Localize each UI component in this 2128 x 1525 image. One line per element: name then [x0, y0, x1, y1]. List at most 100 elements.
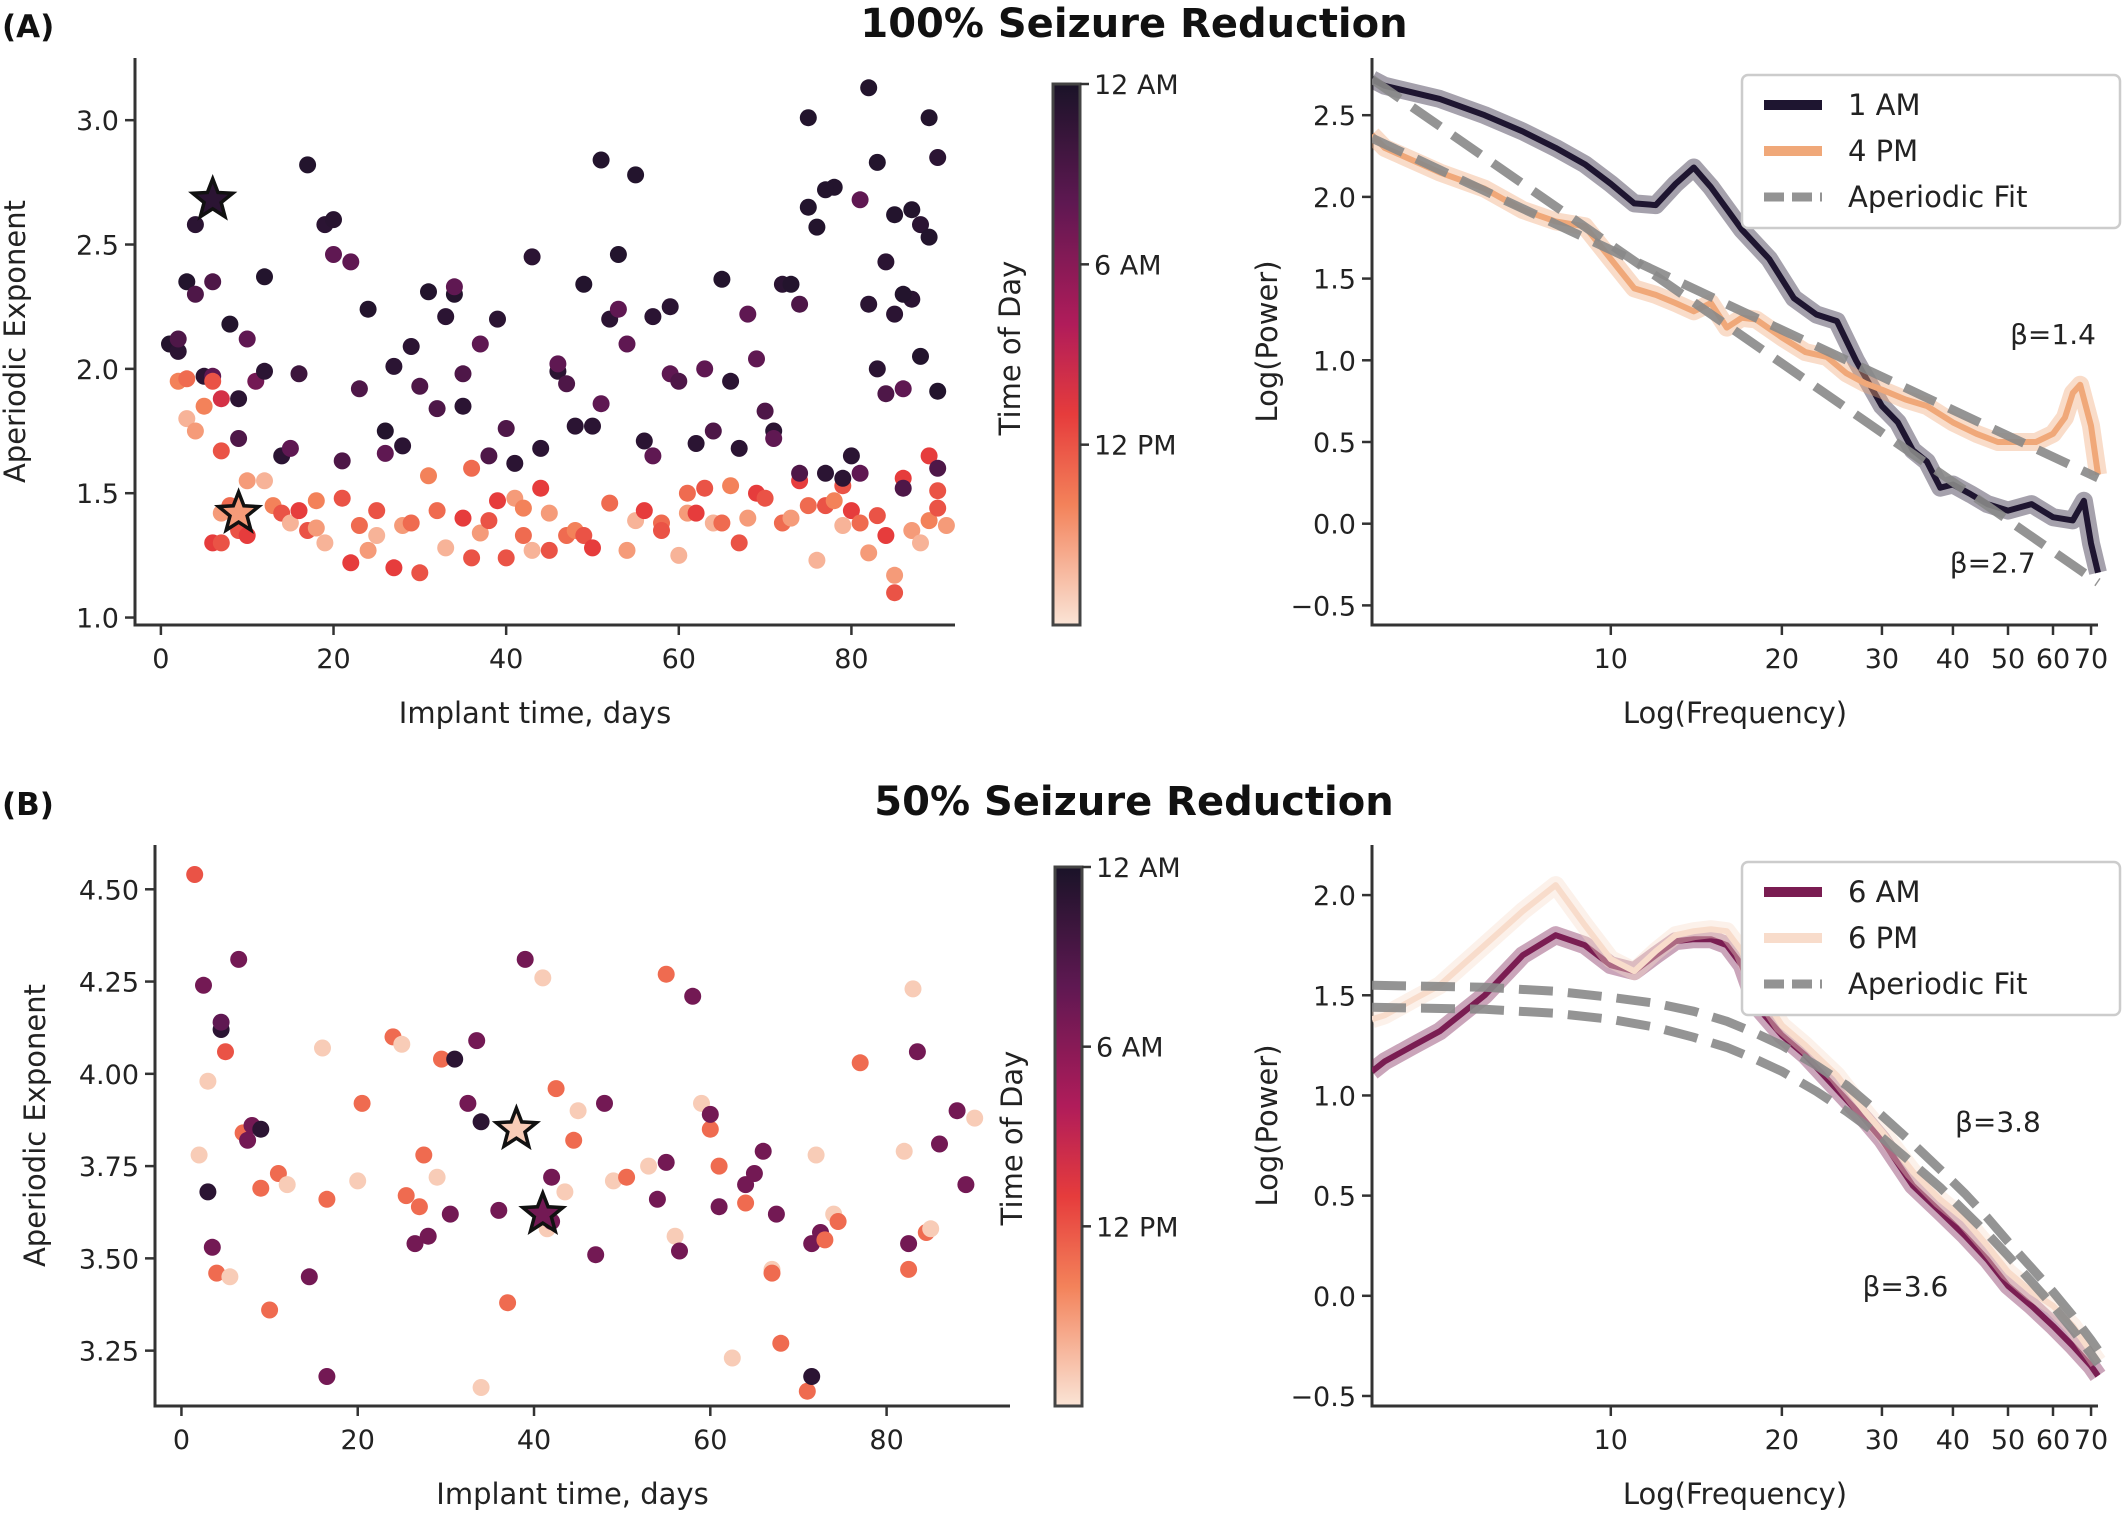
scatter-point [670, 372, 688, 390]
scatter-point [186, 285, 204, 303]
scatter-point [212, 442, 230, 460]
colorbar-label: Time of Day [995, 1051, 1029, 1227]
scatter-point [584, 417, 601, 435]
scatter-point [186, 422, 204, 440]
scatter-point [644, 308, 662, 326]
scatter-point [420, 467, 437, 485]
scatter-point [756, 489, 774, 507]
scatter-point [307, 519, 325, 537]
scatter-point [722, 372, 740, 390]
y-tick-label: 3.50 [79, 1244, 139, 1275]
scatter-point [290, 365, 308, 383]
scatter-point [701, 1105, 719, 1123]
scatter-point [648, 1190, 666, 1208]
scatter-point [410, 1198, 428, 1216]
scatter-point [169, 330, 187, 348]
scatter-point [886, 206, 904, 224]
scatter-point [333, 489, 351, 507]
scatter-point [920, 512, 938, 530]
scatter-point [411, 564, 429, 582]
scatter-point [877, 527, 895, 544]
scatter-point [489, 492, 506, 510]
scatter-point [353, 1094, 371, 1112]
x-tick-label: 30 [1865, 644, 1899, 675]
x-tick-label: 50 [1991, 644, 2025, 675]
aperiodic-fit-line [1372, 1002, 2102, 1367]
y-tick-label: 2.0 [1313, 881, 1356, 912]
scatter-point [912, 216, 929, 234]
scatter-point [463, 459, 481, 477]
highlight-star-marker [518, 1188, 568, 1236]
scatter-point [532, 479, 550, 497]
scatter-point [791, 295, 809, 313]
scatter-point [937, 517, 955, 534]
x-tick-label: 40 [1936, 1425, 1970, 1456]
scatter-point [256, 472, 273, 490]
colorbar-tick-label: 12 AM [1094, 70, 1179, 101]
scatter-point [678, 484, 696, 502]
scatter-point [349, 1172, 367, 1190]
x-tick-label: 40 [489, 644, 523, 675]
scatter-point [670, 546, 688, 564]
scatter-point [471, 524, 489, 542]
scatter-point [394, 437, 412, 455]
x-tick-label: 20 [316, 644, 350, 675]
scatter-point [569, 1102, 587, 1120]
scatter-point [385, 357, 403, 375]
scatter-point [190, 1146, 208, 1164]
scatter-point [710, 1198, 728, 1216]
colorbar-tick-label: 12 PM [1094, 431, 1177, 462]
scatter-point [834, 469, 852, 487]
colorbar-tick-label: 6 AM [1094, 250, 1162, 281]
scatter-point [687, 504, 705, 522]
scatter-point [402, 514, 420, 532]
scatter-point [868, 507, 886, 525]
scatter-point [868, 153, 886, 171]
x-tick-label: 60 [693, 1425, 727, 1456]
scatter-point [671, 1242, 688, 1260]
scatter-point [894, 380, 912, 398]
scatter-point [208, 1264, 226, 1282]
scatter-point [566, 417, 584, 435]
scatter-point [592, 395, 610, 413]
scatter-point [737, 1194, 755, 1212]
scatter-point [199, 1072, 217, 1090]
scatter-point [480, 512, 498, 530]
scatter-point [540, 541, 558, 559]
x-tick-label: 20 [1765, 644, 1799, 675]
scatter-point [860, 79, 878, 97]
scatter-point [704, 422, 722, 440]
scatter-point [851, 514, 869, 532]
chart-title: 100% Seizure Reduction [860, 1, 1407, 47]
scatter-point [722, 477, 740, 495]
scatter-point [966, 1109, 984, 1127]
x-tick-label: 40 [517, 1425, 551, 1456]
scatter-point [428, 400, 446, 418]
scatter-point [252, 1179, 270, 1197]
beta-annotation: β=2.7 [1950, 547, 2036, 580]
scatter-point [415, 1146, 433, 1164]
scatter-point [730, 439, 748, 457]
beta-annotation: β=1.4 [2010, 318, 2096, 351]
scatter-point [920, 447, 938, 465]
scatter-point [772, 1334, 790, 1352]
y-tick-label: 1.5 [1313, 265, 1356, 296]
scatter-point [730, 534, 748, 552]
scatter-point [203, 1238, 221, 1256]
axis-spines [133, 58, 955, 627]
y-tick-label: 0.0 [1313, 1282, 1356, 1313]
y-tick-label: 3.75 [79, 1152, 139, 1183]
scatter-point [514, 499, 532, 517]
colorbar [1053, 865, 1084, 1408]
y-tick-label: 3.25 [79, 1337, 139, 1368]
scatter-point [798, 1382, 816, 1400]
scatter-point [238, 472, 256, 490]
scatter-point [592, 151, 610, 169]
axis-spines [153, 845, 1010, 1408]
colorbar [1051, 82, 1082, 627]
scatter-point [221, 315, 239, 333]
scatter-point [929, 459, 947, 477]
scatter-point [618, 1168, 636, 1186]
scatter-point [212, 390, 230, 408]
scatter-point [791, 464, 809, 482]
